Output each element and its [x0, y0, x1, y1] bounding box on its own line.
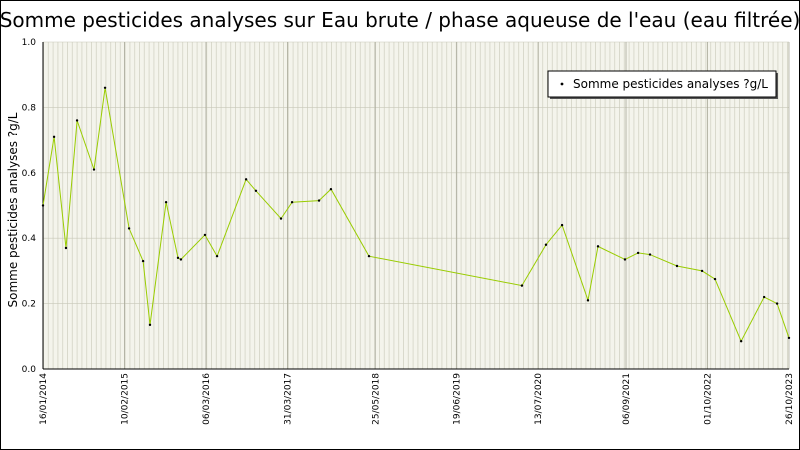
data-point	[367, 254, 371, 258]
data-point	[544, 243, 548, 246]
data-point	[52, 135, 56, 139]
legend-box	[547, 70, 777, 98]
data-point	[215, 254, 219, 258]
data-point	[244, 178, 248, 181]
data-point	[179, 258, 183, 261]
data-point	[560, 223, 564, 227]
data-point	[41, 204, 45, 207]
data-point	[141, 259, 145, 263]
data-point	[700, 269, 704, 273]
data-point	[148, 323, 152, 327]
y-tick-label: 0.4	[22, 234, 37, 244]
data-point	[64, 246, 68, 250]
y-tick-label: 0.2	[22, 300, 36, 310]
legend-marker	[560, 82, 564, 86]
legend: Somme pesticides analyses ?g/L	[547, 70, 778, 99]
data-point	[329, 187, 333, 191]
data-point	[520, 284, 524, 287]
data-point	[623, 258, 627, 261]
data-point	[775, 302, 779, 305]
x-tick-label: 16/01/2014	[39, 373, 49, 425]
data-point	[648, 253, 652, 256]
x-tick-label: 25/05/2018	[371, 373, 381, 425]
x-tick-label: 19/06/2019	[453, 373, 463, 425]
x-tick-label: 01/10/2022	[704, 373, 714, 425]
data-point	[317, 199, 321, 202]
legend-label: Somme pesticides analyses ?g/L	[573, 77, 768, 91]
data-point	[103, 86, 107, 89]
data-point	[586, 299, 590, 302]
data-point	[176, 256, 180, 260]
data-point	[203, 233, 207, 237]
data-point	[290, 201, 294, 204]
chart-title: Somme pesticides analyses sur Eau brute …	[0, 8, 800, 32]
data-point	[127, 227, 131, 230]
x-tick-label: 06/09/2021	[622, 373, 632, 425]
data-point	[75, 119, 79, 122]
y-tick-label: 0.0	[22, 365, 37, 375]
data-point	[254, 189, 258, 192]
data-point	[762, 295, 766, 299]
y-tick-label: 0.6	[22, 169, 37, 179]
data-point	[739, 340, 743, 343]
x-tick-label: 26/10/2023	[785, 373, 795, 425]
data-line	[42, 87, 790, 343]
data-point	[596, 245, 600, 248]
x-tick-label: 13/07/2020	[534, 373, 544, 425]
data-point	[713, 277, 717, 281]
y-tick-label: 0.8	[22, 103, 37, 113]
data-point	[675, 264, 679, 268]
data-point	[92, 168, 96, 171]
x-tick-label: 10/02/2015	[120, 373, 130, 425]
x-tick-label: 06/03/2016	[202, 373, 212, 425]
data-point	[787, 336, 791, 340]
y-tick-label: 1.0	[22, 38, 37, 48]
y-axis-label: Somme pesticides analyses ?g/L	[6, 112, 20, 307]
data-point	[164, 201, 168, 204]
data-point	[279, 217, 283, 220]
x-tick-label: 31/03/2017	[283, 373, 293, 425]
data-point	[636, 251, 640, 255]
